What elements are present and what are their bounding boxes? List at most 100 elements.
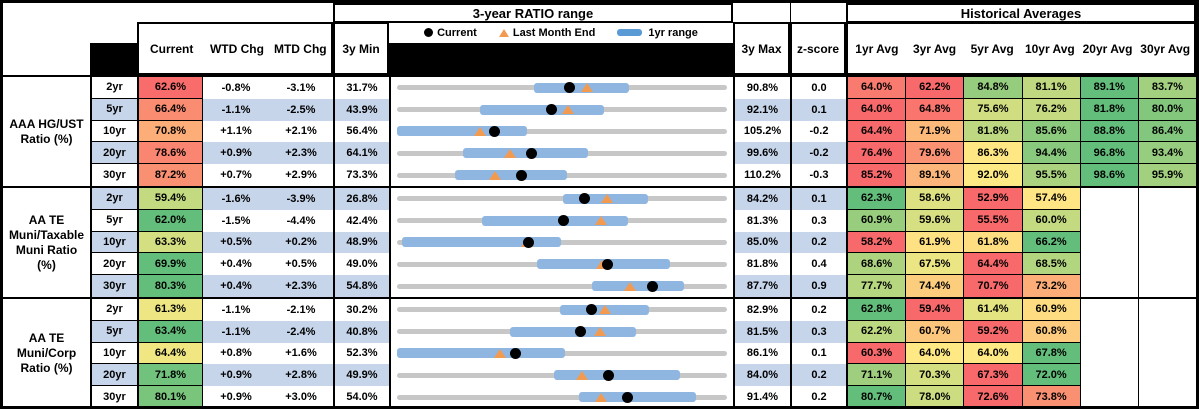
hist-avg-cells: 64.0% 64.8% 75.6% 76.2% 81.8% 80.0%	[846, 98, 1196, 121]
hist-avg-cell	[1079, 275, 1138, 297]
current-dot	[557, 215, 569, 227]
z-score-cell: 0.1	[790, 188, 846, 210]
hist-avg-cell: 55.5%	[963, 209, 1022, 232]
max-3y-cell: 85.0%	[733, 231, 790, 254]
z-score-cell: 0.2	[790, 386, 846, 406]
current-cell: 71.8%	[137, 364, 203, 387]
hist-avg-cell: 58.6%	[905, 188, 964, 210]
range-track	[397, 239, 727, 245]
hist-avg-cells: 60.3% 64.0% 64.0% 67.8%	[846, 342, 1196, 365]
current-cell: 63.4%	[137, 320, 203, 343]
hist-avg-cell: 60.7%	[905, 320, 964, 343]
hist-avg-cell: 73.8%	[1021, 386, 1080, 406]
table-row: 10yr 70.8% +1.1% +2.1% 56.4% 105.2% -0.2 64.4% 7…	[90, 120, 1196, 143]
max-3y-cell: 90.8%	[733, 77, 790, 99]
z-score-cell: 0.3	[790, 209, 846, 232]
wtd-chg-column-header: WTD Chg	[209, 41, 264, 56]
z-score-cell: 0.9	[790, 275, 846, 297]
hist-avg-cell: 95.9%	[1137, 164, 1196, 186]
table-row: 2yr 61.3% -1.1% -2.1% 30.2% 82.9% 0.2 62.8% 59.4…	[90, 299, 1196, 321]
ratio-range-chart	[389, 342, 733, 365]
table-row: 30yr 80.1% +0.9% +3.0% 54.0% 91.4% 0.2 80.7% 78.…	[90, 386, 1196, 406]
current-dot	[526, 147, 538, 159]
value-column-headers: Current WTD Chg MTD Chg	[137, 22, 333, 75]
hist-avg-cell: 64.4%	[846, 120, 906, 143]
z-score-cell: 0.0	[790, 77, 846, 99]
range-track	[397, 394, 727, 400]
last-month-triangle	[594, 216, 607, 226]
mtd-chg-cell: -2.5%	[269, 98, 333, 121]
hist-avg-cell: 81.8%	[963, 120, 1022, 143]
table-row: 5yr 62.0% -1.5% -4.4% 42.4% 81.3% 0.3 60.9% 59.6…	[90, 209, 1196, 232]
hist-avg-cell: 79.6%	[905, 142, 964, 165]
wtd-chg-cell: +0.7%	[220, 169, 252, 182]
hist-avg-cell: 88.8%	[1079, 120, 1138, 143]
hist-avg-cell: 58.2%	[846, 231, 906, 254]
last-month-triangle	[575, 370, 588, 380]
min-3y-cell: 54.0%	[333, 386, 389, 406]
hist-avg-cell	[1137, 231, 1196, 254]
hist-avg-cell: 81.8%	[1079, 98, 1138, 121]
hist-avg-cell: 67.3%	[963, 364, 1022, 387]
mtd-chg-cell: -4.4%	[286, 214, 316, 227]
table-row: 5yr 63.4% -1.1% -2.4% 40.8% 81.5% 0.3 62.2% 60.7…	[90, 320, 1196, 343]
hist-avg-header: 1yr Avg	[855, 41, 899, 56]
legend-current-label: Current	[437, 26, 477, 39]
min-3y-cell: 52.3%	[333, 342, 389, 365]
table-row: 30yr 87.2% +0.7% +2.9% 73.3% 110.2% -0.3 85.2% 8…	[90, 164, 1196, 186]
hist-avg-cell: 98.6%	[1079, 164, 1138, 186]
hist-avg-cell: 77.7%	[846, 275, 906, 297]
hist-avg-cells: 64.4% 71.9% 81.8% 85.6% 88.8% 86.4%	[846, 120, 1196, 143]
hist-avg-cell: 64.0%	[846, 98, 906, 121]
wtd-chg-cell: -1.1%	[221, 303, 251, 316]
legend-last-month-label: Last Month End	[512, 26, 596, 39]
hist-avg-cells: 64.0% 62.2% 84.8% 81.1% 89.1% 83.7%	[846, 77, 1196, 99]
min-3y-cell: 56.4%	[333, 120, 389, 143]
current-dot	[488, 125, 500, 137]
max-3y-cell: 84.0%	[733, 364, 790, 387]
table-row: 10yr 63.3% +0.5% +0.2% 48.9% 85.0% 0.2 58.2% 61.…	[90, 231, 1196, 254]
last-month-triangle	[580, 83, 593, 93]
hist-avg-cell	[1079, 299, 1138, 321]
hist-avg-cell: 68.6%	[846, 253, 906, 276]
wtd-chg-cell: -1.1%	[203, 98, 269, 121]
one-year-range-bar	[509, 326, 637, 337]
hist-avg-cell: 76.4%	[846, 142, 906, 165]
hist-avg-cell	[1079, 188, 1138, 210]
legend-1yr-range: 1yr range	[617, 27, 698, 39]
ratio-range-chart	[389, 98, 733, 121]
hist-avg-cell: 83.7%	[1137, 77, 1196, 99]
max-3y-cell: 86.1%	[733, 342, 790, 365]
z-score-cell: -0.2	[790, 142, 846, 165]
hist-avg-cell: 84.8%	[963, 77, 1022, 99]
tenor-cell: 30yr	[90, 386, 137, 406]
black-filler-band	[389, 43, 733, 75]
historical-avg-column-headers: 1yr Avg 3yr Avg 5yr Avg 10yr Avg 20yr Avg 30y…	[846, 22, 1196, 75]
ratio-range-chart	[389, 299, 733, 321]
ratio-range-chart	[389, 275, 733, 297]
ratio-range-chart	[389, 386, 733, 406]
hist-avg-cell: 60.0%	[1021, 209, 1080, 232]
hist-avg-cell	[1137, 275, 1196, 297]
legend-last-month: Last Month End	[498, 26, 596, 39]
hist-avg-cell: 60.9%	[846, 209, 906, 232]
hist-avg-cell: 74.4%	[905, 275, 964, 297]
mtd-chg-cell: -2.1%	[286, 303, 316, 316]
current-cell: 63.3%	[137, 231, 203, 254]
current-cell: 62.0%	[137, 209, 203, 232]
ratio-range-chart	[389, 120, 733, 143]
hist-avg-cell: 62.2%	[846, 320, 906, 343]
tenor-cell: 10yr	[90, 342, 137, 365]
current-dot	[523, 236, 535, 248]
ratio-range-chart	[389, 188, 733, 210]
hist-avg-cell: 71.9%	[905, 120, 964, 143]
range-bar-icon	[617, 29, 643, 36]
header-divider	[790, 3, 791, 22]
legend-range-label: 1yr range	[648, 26, 698, 39]
hist-avg-cell	[1137, 299, 1196, 321]
hist-avg-cell: 68.5%	[1021, 253, 1080, 276]
hist-avg-cell: 59.2%	[963, 320, 1022, 343]
hist-avg-header: 30yr Avg	[1140, 41, 1191, 56]
tenor-cell: 20yr	[90, 364, 137, 387]
hist-avg-cell: 72.6%	[963, 386, 1022, 406]
